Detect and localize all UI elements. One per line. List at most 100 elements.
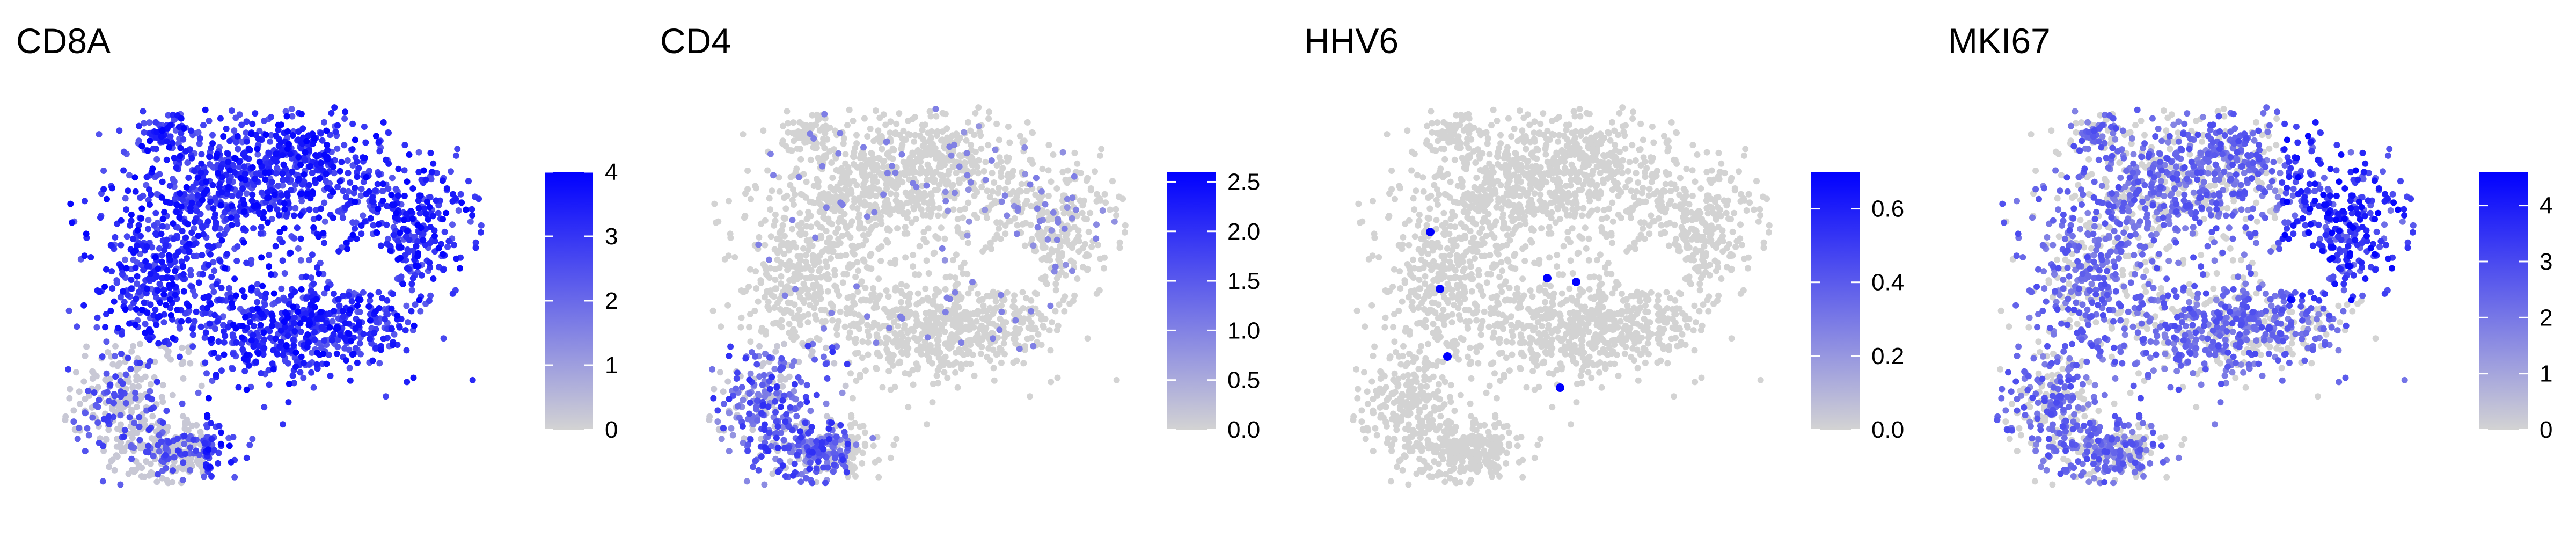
cell-point [357,351,364,358]
cell-point [317,309,324,316]
cell-point [822,318,829,325]
cell-point [308,274,314,281]
cell-point [211,267,218,274]
cell-point [147,358,153,365]
cell-point [1122,229,1128,236]
cell-point [828,159,835,166]
cell-point [275,212,282,219]
cell-point [117,421,124,428]
cell-point [926,355,933,361]
cell-point [1071,292,1078,299]
cell-point [70,407,77,414]
cell-point [869,164,876,171]
cell-point [114,362,121,369]
feature-panel-cd4: CD4 0.0 0.5 1.0 1.5 2.0 2.5 [644,0,1288,537]
cell-point [956,163,963,170]
legend-tick-label: 0 [605,417,618,443]
cell-point [292,349,299,356]
cell-point [952,294,959,301]
cell-point [1012,304,1019,311]
cell-point [982,206,989,213]
cell-point [166,183,173,190]
cell-point [831,127,838,134]
cell-point [420,237,427,244]
cell-point [800,245,807,252]
cell-point [299,181,306,188]
cell-point [159,419,166,426]
cell-points [62,104,485,488]
cell-point [352,136,358,143]
cell-point [315,233,322,240]
cell-point [1050,209,1057,216]
cell-point [207,336,214,343]
cell-point [440,335,447,342]
cell-point [171,178,178,185]
cell-point [195,279,202,286]
cell-point [859,354,866,361]
cell-point [144,394,151,401]
cell-point [144,285,151,292]
cell-point [216,232,223,238]
cell-point [314,315,321,322]
cell-point [469,212,476,219]
cell-point [277,338,284,345]
cell-point [1069,194,1076,201]
cell-point [111,467,118,474]
cell-point [289,113,296,120]
cell-point [957,135,963,142]
cell-point [810,135,817,142]
cell-point [280,351,287,358]
cell-point [829,186,836,193]
cell-point [861,164,868,171]
cell-point [303,310,310,317]
cell-point [321,337,328,344]
cell-point [749,426,756,433]
cell-point [998,346,1005,353]
cell-point [284,360,291,367]
cell-point [128,285,135,292]
cell-point [787,173,794,180]
cell-point [966,326,973,333]
cell-point [465,178,472,185]
cell-point [823,197,830,204]
cell-point [345,292,352,299]
cell-point [103,266,109,273]
cell-point [1018,180,1025,187]
cell-point [936,205,943,212]
cell-point [724,302,731,309]
cell-point [376,148,383,155]
cell-point [367,292,374,299]
cell-point [837,447,844,454]
cell-point [107,242,114,249]
cell-point [898,151,905,158]
cell-point [137,233,144,240]
cell-point [900,127,907,134]
cell-point [457,191,464,198]
cell-point [1064,237,1071,244]
cell-point [96,131,103,138]
cell-point [209,132,216,139]
cell-point [907,311,914,317]
cell-point [74,436,81,442]
cell-point [1042,244,1049,251]
cell-point [925,129,932,136]
cell-point [404,265,411,272]
cell-point [912,114,918,120]
cell-point [905,118,911,124]
cell-point [996,185,1002,191]
cell-point [875,456,882,463]
cell-point [324,285,331,292]
cell-point [242,314,248,321]
cell-point [999,165,1006,172]
cell-point [812,234,819,241]
cell-point [208,473,215,480]
cell-point [854,259,861,266]
cell-point [854,288,861,295]
cell-point [164,125,171,132]
cell-point [991,377,998,384]
cell-point [119,380,126,387]
cell-point [231,474,238,481]
cell-point [467,218,474,225]
cell-point [246,146,252,153]
cell-point [755,298,762,305]
